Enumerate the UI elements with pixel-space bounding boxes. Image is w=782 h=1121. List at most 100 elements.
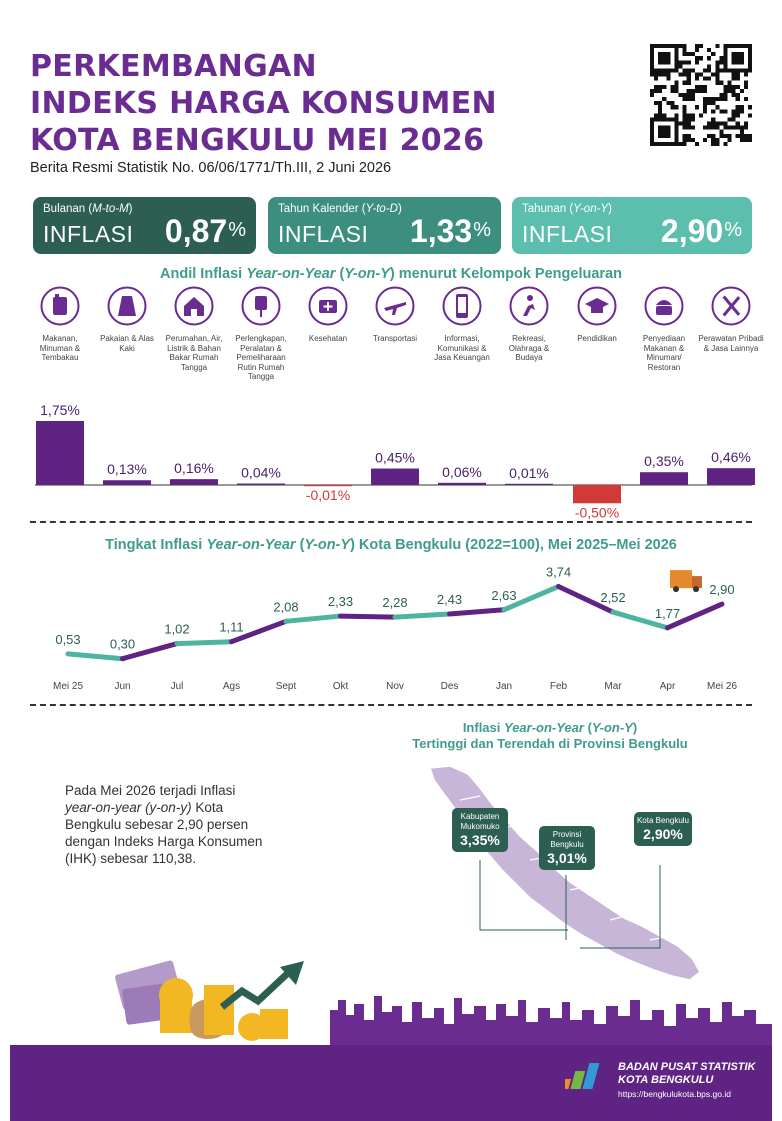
category-label: Kesehatan <box>308 334 348 343</box>
category-label: Perumahan, Air, Listrik & Bahan Bakar Ru… <box>165 334 223 372</box>
bar-label-10: 0,35% <box>644 453 684 469</box>
category-8: Rekreasi, Olahraga & Budaya <box>496 286 562 363</box>
trend-segment-4 <box>229 618 289 645</box>
trend-chart-title: Tingkat Inflasi Year-on-Year (Y-on-Y) Ko… <box>105 537 677 553</box>
bps-logo-icon[interactable] <box>565 1057 615 1097</box>
bar-label-9: -0,50% <box>575 504 619 520</box>
point-label-4: 1,11 <box>219 620 243 635</box>
point-label-3: 1,02 <box>164 622 189 637</box>
trend-segment-12 <box>665 601 725 631</box>
bar-label-4: 0,04% <box>241 465 281 481</box>
point-label-1: 0,53 <box>55 632 80 647</box>
category-6: Transportasi <box>362 286 428 344</box>
bar-6 <box>371 468 419 485</box>
map-title: Inflasi Year-on-Year (Y-on-Y) Tertinggi … <box>395 720 705 752</box>
point-label-9: 2,63 <box>491 588 516 603</box>
airplane-icon <box>375 286 415 326</box>
callout-provinsi: Provinsi Bengkulu 3,01% <box>539 826 595 870</box>
card-monthly-caption: Bulanan (M-to-M) <box>43 203 133 215</box>
bar-label-7: 0,06% <box>442 464 482 480</box>
title-line-2: INDEKS HARGA KONSUMEN <box>30 86 497 121</box>
callout-mukomuko-value: 3,35% <box>460 832 500 848</box>
footer-url[interactable]: https://bengkulukota.bps.go.id <box>618 1089 731 1099</box>
org-name-line-2: KOTA BENGKULU <box>618 1074 714 1086</box>
andil-bar-chart: 1,75% 0,13% 0,16% 0,04% -0,01% 0,45% 0,06% 0,01… <box>35 402 755 520</box>
category-label: Pakaian & Alas Kaki <box>100 334 154 353</box>
category-3: Perumahan, Air, Listrik & Bahan Bakar Ru… <box>161 286 227 372</box>
point-label-5: 2,08 <box>273 599 298 614</box>
personal-care-icon <box>711 286 751 326</box>
page-subtitle: Berita Resmi Statistik No. 06/06/1771/Th… <box>30 160 392 176</box>
coin-icon <box>238 1013 266 1041</box>
x-tick-label-12: Apr <box>660 681 676 692</box>
skyline-shape <box>330 996 772 1050</box>
category-5: Kesehatan <box>295 286 361 344</box>
restaurant-icon <box>644 286 684 326</box>
category-label: Makanan, Minuman & Tembakau <box>39 334 81 362</box>
card-monthly-value: 0,87% <box>164 213 246 249</box>
andil-chart-title: Andil Inflasi Year-on-Year (Y-on-Y) menu… <box>160 266 622 282</box>
food-icon <box>40 286 80 326</box>
point-label-12: 1,77 <box>655 606 680 621</box>
bar-label-11: 0,46% <box>711 449 751 465</box>
x-tick-label-8: Des <box>441 681 459 692</box>
section-divider-1 <box>30 521 752 523</box>
category-label: Perlengkapan, Peralatan & Pemeliharaan R… <box>235 334 287 381</box>
qr-code-icon[interactable] <box>650 44 752 146</box>
category-4: Perlengkapan, Peralatan & Pemeliharaan R… <box>228 286 294 382</box>
map-leader-lines <box>479 860 568 931</box>
trend-line-chart: 0,53 Mei 25 0,30 Jun 1,02 Jul 1,11 Ags 2,08 Sept 2… <box>53 564 737 692</box>
coin-stack-icon-3 <box>204 985 234 1035</box>
page-title: PERKEMBANGAN INDEKS HARGA KONSUMEN KOTA … <box>30 48 590 159</box>
bar-label-1: 1,75% <box>40 402 80 418</box>
card-monthly-word: INFLASI <box>43 221 134 247</box>
trend-segment-8 <box>447 607 507 617</box>
bar-label-6: 0,45% <box>375 450 415 466</box>
sports-icon <box>509 286 549 326</box>
callout-provinsi-value: 3,01% <box>547 850 587 866</box>
callout-kota-value: 2,90% <box>643 826 683 842</box>
card-ytd-value: 1,33% <box>409 213 491 249</box>
point-label-10: 3,74 <box>546 564 571 579</box>
title-line-1: PERKEMBANGAN <box>30 49 317 84</box>
category-2: Pakaian & Alas Kaki <box>94 286 160 353</box>
x-tick-label-4: Ags <box>223 681 240 692</box>
category-label: Penyediaan Makanan & Minuman/ Restoran <box>642 334 686 372</box>
map-leader-lines-3 <box>580 865 661 949</box>
bar-10 <box>640 472 688 485</box>
x-tick-label-1: Mei 25 <box>53 681 83 692</box>
bar-label-3: 0,16% <box>174 460 214 476</box>
bengkulu-map <box>428 765 701 981</box>
point-label-11: 2,52 <box>600 590 625 605</box>
card-ytd-word: INFLASI <box>278 221 369 247</box>
x-tick-label-10: Feb <box>550 681 568 692</box>
phone-icon <box>442 286 482 326</box>
trend-segment-3 <box>174 639 234 647</box>
card-yoy-word: INFLASI <box>522 221 613 247</box>
trend-segment-7 <box>392 611 452 620</box>
bar-11 <box>707 468 755 485</box>
trend-segment-10 <box>556 583 616 615</box>
bar-9 <box>573 485 621 504</box>
card-ytd-caption: Tahun Kalender (Y-to-D) <box>278 203 402 215</box>
x-tick-label-13: Mei 26 <box>707 681 737 692</box>
callout-kota: Kota Bengkulu 2,90% <box>634 812 692 846</box>
x-tick-label-3: Jul <box>171 681 184 692</box>
card-yoy-value: 2,90% <box>660 213 742 249</box>
x-tick-label-7: Nov <box>386 681 404 692</box>
callout-provinsi-name: Provinsi Bengkulu <box>550 830 584 849</box>
coin-stack-icon-2 <box>160 995 192 1033</box>
bar-label-5: -0,01% <box>306 487 350 503</box>
bar-1 <box>36 421 84 485</box>
appliance-icon <box>241 286 281 326</box>
point-label-6: 2,33 <box>328 594 353 609</box>
graduation-cap-icon <box>577 286 617 326</box>
bar-2 <box>103 480 151 485</box>
category-10: Penyediaan Makanan & Minuman/ Restoran <box>631 286 697 372</box>
callout-mukomuko-name: Kabupaten Mukomuko <box>460 812 500 831</box>
x-tick-label-9: Jan <box>496 681 512 692</box>
map-title-line-2: Tertinggi dan Terendah di Provinsi Bengk… <box>412 736 688 751</box>
x-tick-label-2: Jun <box>114 681 130 692</box>
category-label: Pendidikan <box>577 334 617 343</box>
growth-arrow-icon <box>219 970 291 1010</box>
